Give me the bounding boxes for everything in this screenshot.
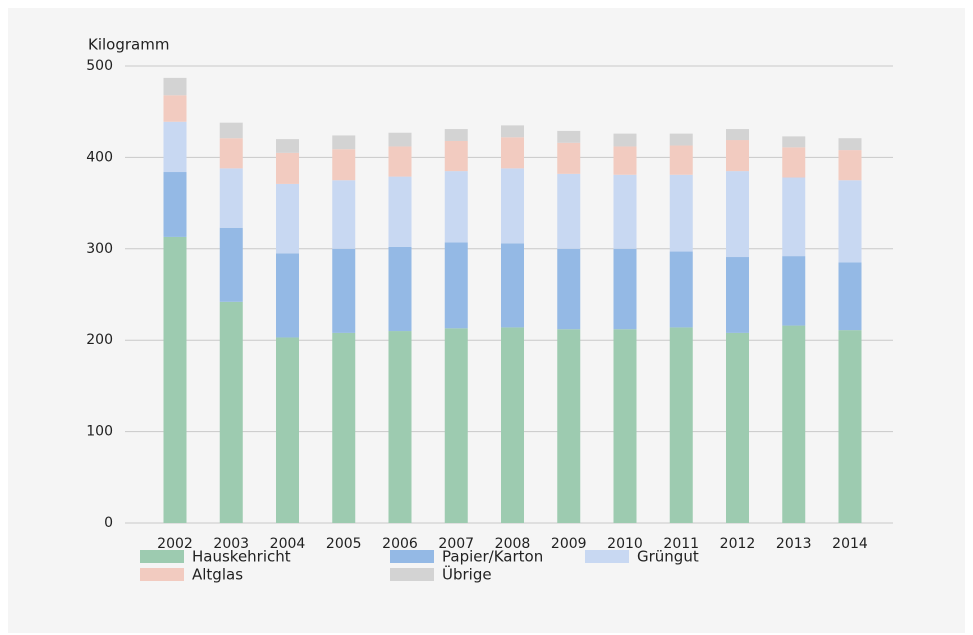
bar-segment bbox=[726, 140, 749, 172]
bar-segment bbox=[501, 243, 524, 328]
bar-segment bbox=[163, 95, 187, 122]
bar-segment bbox=[219, 138, 243, 169]
legend-swatch bbox=[140, 550, 184, 563]
bar-segment bbox=[444, 242, 468, 329]
bar-segment bbox=[669, 145, 693, 175]
x-tick-label: 2006 bbox=[382, 536, 418, 552]
bar-segment bbox=[332, 248, 356, 333]
bar-segment bbox=[501, 125, 524, 138]
y-tick-label: 200 bbox=[86, 332, 113, 348]
bar-segment bbox=[557, 248, 581, 330]
bar-segment bbox=[276, 152, 299, 184]
panel bbox=[8, 8, 965, 633]
bar-segment bbox=[219, 168, 243, 228]
bar-segment bbox=[276, 337, 299, 523]
bar-segment bbox=[782, 325, 806, 523]
bar-segment bbox=[388, 146, 412, 177]
bar-segment bbox=[332, 135, 356, 150]
legend-label: Grüngut bbox=[637, 548, 699, 566]
bar-segment bbox=[726, 257, 749, 333]
x-tick-label: 2005 bbox=[326, 536, 362, 552]
bar-segment bbox=[163, 121, 187, 173]
x-tick-label: 2009 bbox=[551, 536, 587, 552]
bar-segment bbox=[669, 174, 693, 252]
y-tick-label: 0 bbox=[104, 515, 113, 531]
bar-segment bbox=[557, 142, 581, 174]
bar-segment bbox=[782, 147, 806, 178]
x-tick-label: 2013 bbox=[776, 536, 812, 552]
bar-segment bbox=[669, 251, 693, 328]
bar-segment bbox=[613, 174, 637, 249]
bar-segment bbox=[276, 253, 299, 338]
bar-segment bbox=[838, 138, 862, 151]
y-tick-label: 400 bbox=[86, 149, 113, 165]
legend-label: Altglas bbox=[192, 566, 243, 584]
y-tick-label: 100 bbox=[86, 424, 113, 440]
bar-segment bbox=[332, 149, 356, 181]
bar-segment bbox=[388, 246, 412, 332]
bar-segment bbox=[163, 172, 187, 237]
x-tick-label: 2010 bbox=[607, 536, 643, 552]
bar-segment bbox=[726, 332, 749, 523]
x-tick-label: 2014 bbox=[832, 536, 868, 552]
bar-segment bbox=[613, 329, 637, 523]
bar-segment bbox=[557, 329, 581, 523]
bar-segment bbox=[388, 331, 412, 523]
bar-segment bbox=[444, 129, 468, 141]
bar-segment bbox=[838, 262, 862, 331]
legend-label: Hauskehricht bbox=[192, 548, 291, 566]
bar-segment bbox=[726, 129, 749, 141]
bar-segment bbox=[444, 140, 468, 172]
bar-segment bbox=[838, 330, 862, 523]
bar-segment bbox=[669, 327, 693, 523]
bar-segment bbox=[782, 256, 806, 326]
bar-segment bbox=[276, 139, 299, 153]
x-tick-label: 2002 bbox=[157, 536, 193, 552]
x-tick-label: 2007 bbox=[438, 536, 474, 552]
x-tick-label: 2003 bbox=[213, 536, 249, 552]
bar-segment bbox=[501, 168, 524, 244]
bar-segment bbox=[219, 227, 243, 302]
bar-segment bbox=[501, 327, 524, 523]
bar-segment bbox=[726, 171, 749, 258]
bar-segment bbox=[163, 77, 187, 96]
bar-segment bbox=[838, 150, 862, 181]
bar-segment bbox=[332, 332, 356, 523]
x-tick-label: 2012 bbox=[720, 536, 756, 552]
legend-swatch bbox=[585, 550, 629, 563]
bar-segment bbox=[276, 183, 299, 254]
bar-segment bbox=[219, 122, 243, 139]
legend-label: Übrige bbox=[442, 565, 492, 584]
bar-segment bbox=[332, 180, 356, 249]
x-tick-label: 2004 bbox=[270, 536, 306, 552]
bar-segment bbox=[782, 136, 806, 148]
bar-segment bbox=[838, 180, 862, 263]
bar-segment bbox=[557, 130, 581, 143]
bar-segment bbox=[782, 177, 806, 257]
legend-swatch bbox=[390, 568, 434, 581]
y-tick-label: 300 bbox=[86, 241, 113, 257]
legend-swatch bbox=[140, 568, 184, 581]
bar-segment bbox=[444, 171, 468, 243]
bar-segment bbox=[613, 146, 637, 175]
bar-segment bbox=[501, 137, 524, 169]
bar-segment bbox=[613, 133, 637, 147]
bar-segment bbox=[557, 173, 581, 249]
y-tick-label: 500 bbox=[86, 58, 113, 74]
bar-segment bbox=[613, 248, 637, 330]
x-tick-label: 2008 bbox=[495, 536, 531, 552]
bar-segment bbox=[388, 176, 412, 247]
bar-segment bbox=[669, 133, 693, 146]
x-tick-label: 2011 bbox=[663, 536, 699, 552]
y-axis-label: Kilogramm bbox=[88, 36, 169, 54]
legend-label: Papier/Karton bbox=[442, 548, 543, 566]
bar-segment bbox=[163, 236, 187, 523]
bar-segment bbox=[388, 132, 412, 147]
bar-segment bbox=[444, 328, 468, 523]
bar-segment bbox=[219, 301, 243, 523]
legend-swatch bbox=[390, 550, 434, 563]
